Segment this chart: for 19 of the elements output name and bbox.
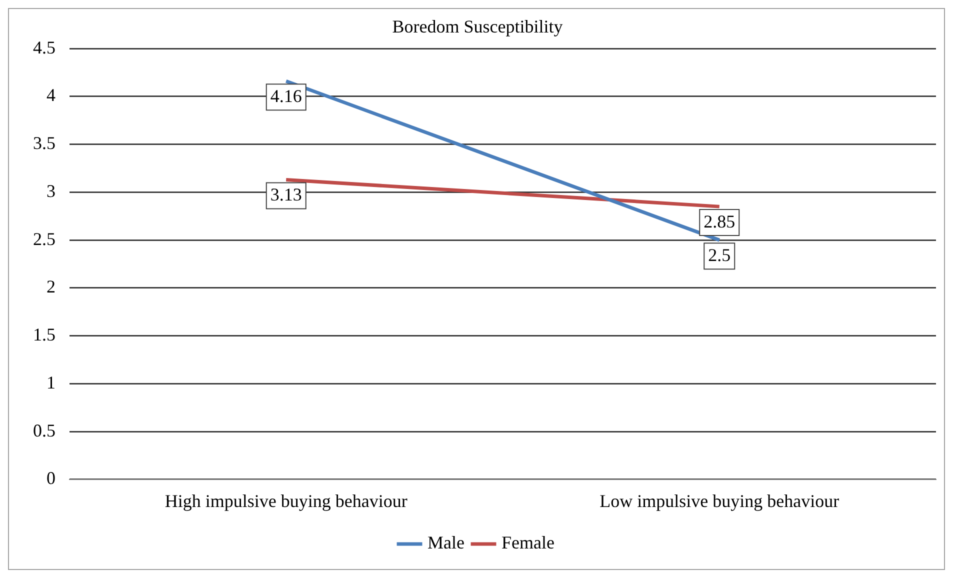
y-tick-label: 2.5 <box>33 228 56 249</box>
data-label: 3.13 <box>270 184 302 204</box>
data-label: 2.5 <box>708 244 731 265</box>
y-tick-label: 2 <box>46 276 56 297</box>
data-label: 4.16 <box>270 86 302 106</box>
y-tick-label: 0 <box>46 468 56 488</box>
y-tick-label: 4.5 <box>33 37 56 58</box>
y-tick-label: 3 <box>46 180 56 201</box>
y-tick-label: 3.5 <box>33 133 56 154</box>
y-tick-label: 1 <box>46 372 56 392</box>
x-tick-label: High impulsive buying behaviour <box>164 490 408 511</box>
x-tick-label: Low impulsive buying behaviour <box>600 490 840 511</box>
y-tick-label: 4 <box>46 85 56 106</box>
y-tick-label: 1.5 <box>33 324 56 345</box>
legend-label: Male <box>428 532 465 553</box>
chart-title: Boredom Susceptibility <box>392 16 563 37</box>
y-tick-label: 0.5 <box>33 420 56 440</box>
legend-label: Female <box>502 532 554 553</box>
data-label: 2.85 <box>704 211 736 232</box>
